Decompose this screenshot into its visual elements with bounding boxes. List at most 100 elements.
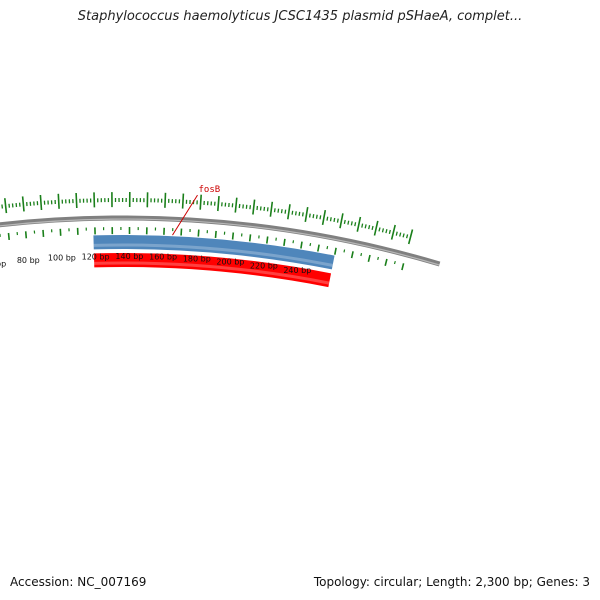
ruler-tick xyxy=(283,238,286,247)
backbone-arc xyxy=(0,215,441,267)
major-tick xyxy=(199,194,202,210)
minor-tick xyxy=(273,208,276,213)
ruler-tick xyxy=(367,254,371,262)
minor-tick xyxy=(291,210,294,215)
ruler-tick xyxy=(266,236,269,244)
minor-tick xyxy=(336,218,339,223)
minor-tick xyxy=(347,220,350,225)
accession-text: Accession: NC_007169 xyxy=(10,575,147,589)
minor-tick xyxy=(263,206,266,211)
major-tick xyxy=(39,194,43,211)
minor-tick xyxy=(378,227,381,232)
minor-tick xyxy=(298,211,301,216)
minor-tick xyxy=(277,208,280,213)
ruler-tick xyxy=(360,252,363,257)
ruler-tick xyxy=(300,241,303,249)
ruler-tick xyxy=(384,258,388,266)
minor-tick xyxy=(364,224,367,229)
major-tick xyxy=(321,209,327,226)
minor-tick xyxy=(388,229,391,235)
minor-tick xyxy=(399,232,402,237)
major-tick xyxy=(4,198,8,214)
minor-tick xyxy=(343,219,346,225)
ruler-tick xyxy=(7,232,10,240)
minor-tick xyxy=(266,207,269,212)
minor-tick xyxy=(326,216,329,221)
major-tick xyxy=(339,213,344,229)
minor-tick xyxy=(333,217,336,223)
minor-tick xyxy=(301,212,304,217)
minor-tick xyxy=(238,203,241,209)
major-tick xyxy=(356,216,362,232)
ruler-tick xyxy=(197,229,200,237)
major-tick xyxy=(269,201,274,217)
major-tick xyxy=(252,199,256,215)
backbone-highlight xyxy=(0,218,440,266)
major-tick xyxy=(304,206,309,223)
minor-tick xyxy=(350,221,353,226)
ruler-tick xyxy=(350,251,354,259)
ruler-tick xyxy=(42,229,45,237)
minor-tick xyxy=(329,217,332,222)
page-title: Staphylococcus haemolyticus JCSC1435 pla… xyxy=(77,9,523,24)
ruler-tick xyxy=(231,232,235,240)
major-tick xyxy=(407,229,414,245)
minor-tick xyxy=(280,209,283,214)
reverse-feature-arc xyxy=(93,253,332,288)
minor-tick xyxy=(361,223,364,228)
minor-tick xyxy=(294,211,297,216)
ruler-tick xyxy=(214,230,217,238)
ruler-label: 180 bp xyxy=(183,255,211,264)
minor-tick xyxy=(368,225,371,230)
ruler-label: 200 bp xyxy=(216,257,244,266)
ruler-label: 100 bp xyxy=(48,254,76,263)
ruler-label: 240 bp xyxy=(283,266,311,275)
gene-label-leader xyxy=(172,194,198,236)
ruler-tick xyxy=(326,245,329,250)
ruler-tick xyxy=(24,231,28,239)
minor-tick xyxy=(312,214,315,219)
minor-tick xyxy=(405,234,409,239)
tick-ring xyxy=(0,191,414,271)
ruler-tick xyxy=(393,260,396,265)
ruler-label: 80 bp xyxy=(17,256,40,265)
ruler-label: 60 bp xyxy=(0,260,6,269)
gene-label: fosB xyxy=(199,185,221,195)
ruler-tick xyxy=(248,234,252,242)
ruler-tick xyxy=(334,247,337,255)
ruler-label: 220 bp xyxy=(250,261,278,270)
feature-shine xyxy=(93,243,333,267)
backbone-ring xyxy=(0,215,441,267)
major-tick xyxy=(390,224,396,240)
ruler-tick xyxy=(377,256,379,261)
ruler-tick xyxy=(292,240,295,244)
minor-tick xyxy=(381,228,385,233)
minor-tick xyxy=(315,214,318,219)
minor-tick xyxy=(284,209,287,214)
minor-tick xyxy=(395,231,398,236)
major-tick xyxy=(234,197,238,213)
ruler-tick xyxy=(401,263,405,271)
forward-feature-arc xyxy=(93,235,335,270)
ruler-label: 120 bp xyxy=(82,252,110,261)
feature-track xyxy=(93,235,335,288)
major-tick xyxy=(217,196,220,212)
ruler-label: 160 bp xyxy=(149,253,177,262)
major-tick xyxy=(21,196,25,212)
major-tick xyxy=(57,193,60,209)
ruler-label: 140 bp xyxy=(115,252,143,261)
ruler-tick xyxy=(343,249,346,253)
minor-tick xyxy=(259,206,262,211)
minor-tick xyxy=(385,229,388,234)
minor-tick xyxy=(1,204,4,209)
minor-tick xyxy=(319,215,322,220)
major-tick xyxy=(181,193,185,209)
minor-tick xyxy=(402,233,405,238)
feature-shine xyxy=(94,261,330,285)
major-tick xyxy=(373,220,379,236)
major-tick xyxy=(164,192,167,208)
minor-tick xyxy=(371,225,374,231)
ruler-tick xyxy=(309,242,312,247)
ruler-tick xyxy=(317,244,320,252)
